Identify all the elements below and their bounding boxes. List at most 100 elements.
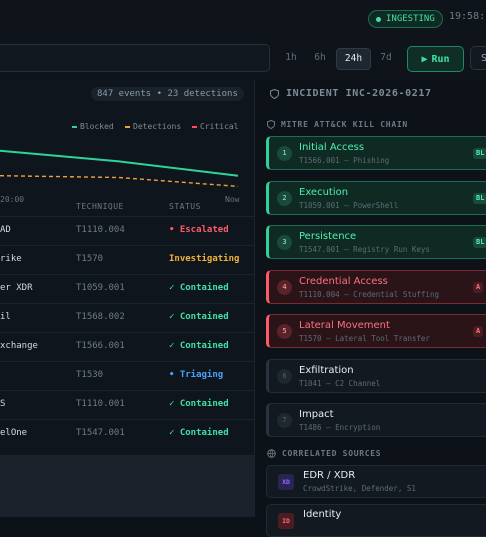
status-badge: ✓ Contained	[169, 341, 229, 351]
events-line-chart	[0, 149, 239, 188]
stage-technique: T1570 — Lateral Tool Transfer	[299, 334, 430, 343]
status-label: Investigating	[169, 254, 240, 264]
check-icon: ✓	[169, 399, 180, 409]
kill-chain-stage[interactable]: 6 Exfiltration T1041 — C2 Channel	[266, 358, 486, 393]
stage-number: 1	[277, 146, 292, 161]
stage-technique: T1110.004 — Credential Stuffing	[299, 289, 439, 299]
stage-name: Initial Access	[299, 142, 365, 153]
stage-number: 2	[277, 190, 292, 206]
status-label: Contained	[179, 283, 229, 293]
stage-number: 5	[277, 324, 292, 339]
ingesting-label: INGESTING	[386, 14, 435, 24]
kill-chain-stage[interactable]: 2 Execution T1059.001 — PowerShell BL	[266, 180, 486, 215]
legend-critical: Critical	[192, 122, 239, 131]
table-row[interactable]: xchange T1566.001 ✓ Contained	[0, 332, 254, 362]
source-vendors: CrowdStrike, Defender, S1	[303, 484, 416, 493]
table-row[interactable]: er XDR T1059.001 ✓ Contained	[0, 274, 254, 304]
stage-technique: T1041 — C2 Channel	[299, 378, 381, 388]
stage-technique: T1059.001 — PowerShell	[299, 200, 399, 210]
status-badge: ✓ Contained	[169, 283, 229, 293]
sources-title: CORRELATED SOURCES	[282, 449, 382, 458]
status-badge: • Triaging	[169, 370, 223, 380]
technique-id: T1570	[76, 254, 104, 264]
alert-source-name: rike	[0, 254, 22, 264]
technique-id: T1547.001	[76, 428, 125, 438]
kill-chain-stage[interactable]: 1 Initial Access T1566.001 — Phishing BL	[266, 136, 486, 170]
stage-number: 7	[277, 413, 292, 428]
sources-header: CORRELATED SOURCES	[267, 449, 381, 458]
status-badge: ✓ Contained	[169, 399, 229, 409]
legend-label: Critical	[200, 122, 239, 131]
technique-id: T1059.001	[76, 283, 125, 293]
table-row[interactable]: T1530 • Triaging	[0, 361, 254, 391]
stage-name: Lateral Movement	[299, 320, 390, 331]
search-input[interactable]	[0, 44, 270, 72]
x-tick-label: 20:00	[0, 195, 25, 204]
source-icon: XD	[278, 474, 294, 490]
table-row[interactable]: il T1568.002 ✓ Contained	[0, 303, 254, 333]
table-row[interactable]: elOne T1547.001 ✓ Contained	[0, 419, 254, 449]
stage-status-tag: BL	[473, 192, 486, 204]
correlated-source[interactable]: ID Identity	[266, 504, 486, 537]
stage-name: Exfiltration	[299, 364, 354, 376]
legend-label: Detections	[133, 122, 182, 131]
status-label: Contained	[179, 312, 229, 322]
table-row[interactable]: rike T1570 Investigating	[0, 245, 254, 275]
schedule-button[interactable]: S	[470, 46, 486, 70]
col-header-technique: TECHNIQUE	[76, 202, 124, 211]
table-row[interactable]: AD T1110.004 • Escalated	[0, 216, 254, 246]
status-badge: ✓ Contained	[169, 428, 229, 438]
technique-id: T1568.002	[76, 312, 125, 322]
stage-name: Credential Access	[299, 275, 388, 287]
status-badge: Investigating	[169, 254, 239, 264]
alert-source-name: il	[0, 312, 11, 322]
check-icon: ✓	[169, 341, 180, 351]
status-label: Triaging	[179, 370, 224, 380]
run-button[interactable]: ▶ Run	[407, 46, 464, 72]
stage-technique: T1547.001 — Registry Run Keys	[299, 245, 430, 254]
technique-id: T1110.001	[76, 399, 125, 409]
alert-source-name: S	[0, 399, 6, 409]
kill-chain-stage[interactable]: 5 Lateral Movement T1570 — Lateral Tool Tr…	[266, 314, 486, 348]
range-6h[interactable]: 6h	[314, 52, 326, 63]
status-dot-icon: •	[169, 225, 180, 235]
alert-source-name: xchange	[0, 341, 38, 351]
legend-blocked: Blocked	[72, 122, 114, 131]
series-line-blocked	[0, 149, 239, 177]
kill-chain-stage[interactable]: 7 Impact T1486 — Encryption	[266, 403, 486, 437]
legend-swatch	[72, 125, 77, 128]
correlated-source[interactable]: XD EDR / XDR CrowdStrike, Defender, S1	[266, 465, 486, 498]
kill-chain-stage[interactable]: 3 Persistence T1547.001 — Registry Run Key…	[266, 225, 486, 259]
alert-source-name: AD	[0, 225, 11, 235]
stage-name: Persistence	[299, 231, 357, 242]
technique-id: T1110.004	[76, 225, 125, 235]
incident-header: INCIDENT INC-2026-0217	[270, 88, 432, 99]
legend-swatch	[192, 125, 197, 128]
stage-status-tag: A	[473, 326, 484, 337]
event-stats-badge: 847 events • 23 detections	[91, 87, 244, 101]
legend-swatch	[125, 125, 130, 128]
run-label: Run	[431, 53, 450, 65]
range-1h[interactable]: 1h	[285, 52, 297, 63]
stage-name: Execution	[299, 186, 349, 198]
source-name: Identity	[303, 509, 342, 520]
stage-technique: T1486 — Encryption	[299, 423, 381, 432]
status-label: Contained	[179, 428, 229, 438]
technique-id: T1566.001	[76, 341, 125, 351]
check-icon: ✓	[169, 283, 180, 293]
series-line-detections	[0, 175, 239, 188]
stage-number: 3	[277, 235, 292, 250]
stage-technique: T1566.001 — Phishing	[299, 156, 390, 165]
status-dot-icon	[376, 16, 381, 22]
range-7d[interactable]: 7d	[380, 52, 392, 63]
globe-icon	[267, 449, 276, 458]
alert-source-name: elOne	[0, 428, 28, 438]
incident-title: INCIDENT INC-2026-0217	[286, 88, 432, 99]
table-row[interactable]: S T1110.001 ✓ Contained	[0, 390, 254, 420]
clock: 19:58:1	[449, 11, 486, 22]
stage-status-tag: A	[473, 281, 484, 293]
kill-chain-stage[interactable]: 4 Credential Access T1110.004 — Credential…	[266, 269, 486, 304]
shield-icon	[270, 88, 279, 99]
range-24h[interactable]: 24h	[336, 48, 371, 70]
check-icon: ✓	[169, 428, 180, 438]
